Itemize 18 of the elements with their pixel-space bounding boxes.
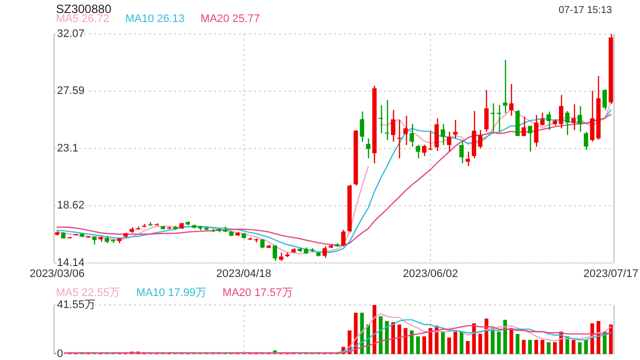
y-tick-label: 14.14 [57, 256, 85, 269]
text: MA20 25.77 [200, 13, 260, 25]
y-tick-label: 32.07 [57, 28, 85, 40]
text: 07-17 15:13 [558, 5, 612, 16]
y-tick-label: 41.55万 [57, 298, 96, 311]
text: MA10 17.99万 [136, 287, 207, 299]
y-tick-label: 23.1 [57, 142, 78, 154]
text: MA5 22.55万 [56, 287, 120, 299]
x-tick-label: 2023/03/06 [30, 268, 85, 280]
y-tick-label: 27.59 [57, 85, 85, 98]
x-tick-label: 2023/04/18 [216, 268, 272, 280]
text: MA5 26.72 [56, 13, 110, 25]
text: MA10 26.13 [125, 13, 185, 25]
y-tick-label: 18.62 [57, 200, 85, 212]
x-tick-label: 2023/07/17 [583, 268, 638, 280]
x-tick-label: 2023/06/02 [402, 268, 458, 280]
text: MA20 17.57万 [222, 287, 293, 299]
chart-title: SZ300880 [56, 2, 112, 16]
